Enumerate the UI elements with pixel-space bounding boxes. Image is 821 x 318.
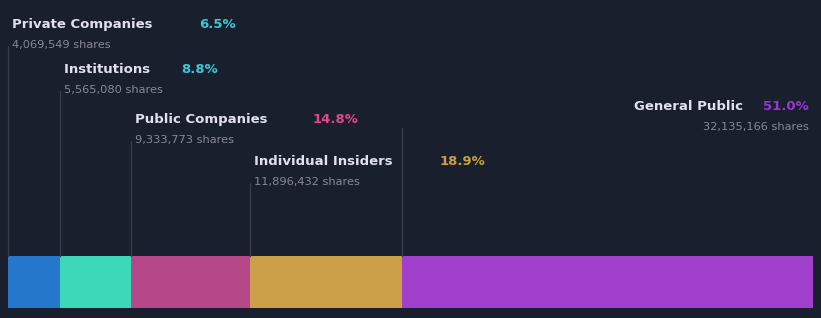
Text: Individual Insiders: Individual Insiders bbox=[255, 155, 397, 168]
Text: 51.0%: 51.0% bbox=[764, 100, 809, 113]
Text: 5,565,080 shares: 5,565,080 shares bbox=[64, 85, 163, 95]
Text: Institutions: Institutions bbox=[64, 63, 155, 76]
Text: 8.8%: 8.8% bbox=[181, 63, 218, 76]
Bar bbox=[250, 256, 402, 308]
Bar bbox=[131, 256, 250, 308]
Text: 6.5%: 6.5% bbox=[200, 18, 236, 31]
Text: 11,896,432 shares: 11,896,432 shares bbox=[255, 177, 360, 187]
Bar bbox=[402, 256, 813, 308]
Text: 18.9%: 18.9% bbox=[439, 155, 485, 168]
Text: Private Companies: Private Companies bbox=[12, 18, 157, 31]
Text: Public Companies: Public Companies bbox=[135, 113, 273, 126]
Text: 14.8%: 14.8% bbox=[312, 113, 358, 126]
Bar bbox=[8, 256, 60, 308]
Text: 4,069,549 shares: 4,069,549 shares bbox=[12, 40, 111, 50]
Text: 32,135,166 shares: 32,135,166 shares bbox=[703, 122, 809, 132]
Bar bbox=[60, 256, 131, 308]
Text: General Public: General Public bbox=[635, 100, 748, 113]
Text: 9,333,773 shares: 9,333,773 shares bbox=[135, 135, 234, 145]
